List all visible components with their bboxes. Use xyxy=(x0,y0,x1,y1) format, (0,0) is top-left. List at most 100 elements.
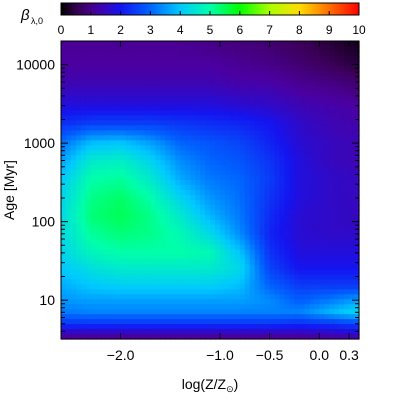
heatmap-cell xyxy=(145,170,151,176)
heatmap-cell xyxy=(304,45,310,52)
heatmap-cell xyxy=(110,309,117,315)
x-tick-label: −2.0 xyxy=(107,347,135,363)
heatmap-cell xyxy=(135,145,142,151)
heatmap-cell xyxy=(120,309,127,315)
heatmap-cell xyxy=(319,190,325,196)
heatmap-cell xyxy=(224,234,231,241)
heatmap-cell xyxy=(274,115,281,122)
heatmap-cell xyxy=(259,319,266,325)
heatmap-cell xyxy=(140,264,147,271)
heatmap-cell xyxy=(90,319,97,325)
heatmap-cell xyxy=(339,199,345,206)
heatmap-cell xyxy=(75,140,82,146)
heatmap-cell xyxy=(200,229,206,236)
heatmap-cell xyxy=(135,135,142,141)
heatmap-cell xyxy=(309,319,315,325)
heatmap-cell xyxy=(125,110,132,117)
heatmap-cell xyxy=(195,299,201,305)
heatmap-cell xyxy=(299,125,305,131)
heatmap-cell xyxy=(115,165,122,171)
heatmap-cell xyxy=(344,239,350,246)
heatmap-cell xyxy=(314,269,320,276)
heatmap-cell xyxy=(185,90,191,97)
heatmap-cell xyxy=(274,150,281,156)
heatmap-cell xyxy=(314,244,320,251)
heatmap-cell xyxy=(249,110,256,117)
heatmap-cell xyxy=(279,175,286,181)
heatmap-cell xyxy=(264,219,271,226)
heatmap-cell xyxy=(150,60,156,67)
heatmap-cell xyxy=(239,219,246,226)
heatmap-cell xyxy=(210,234,216,241)
heatmap-cell xyxy=(80,324,87,330)
heatmap-cell xyxy=(95,80,102,87)
heatmap-cell xyxy=(61,105,67,112)
heatmap-cell xyxy=(224,324,231,330)
heatmap-cell xyxy=(190,224,196,231)
heatmap-cell xyxy=(224,45,231,52)
heatmap-cell xyxy=(70,120,77,127)
heatmap-cell xyxy=(65,120,72,127)
heatmap-cell xyxy=(210,185,216,191)
heatmap-cell xyxy=(150,41,156,47)
heatmap-cell xyxy=(125,219,132,226)
heatmap-cell xyxy=(160,85,166,92)
heatmap-cell xyxy=(229,289,236,295)
heatmap-cell xyxy=(195,319,201,325)
heatmap-cell xyxy=(339,294,345,300)
heatmap-cell xyxy=(354,95,360,102)
heatmap-cell xyxy=(289,145,296,151)
heatmap-cell xyxy=(195,229,201,236)
heatmap-cell xyxy=(210,165,216,171)
heatmap-cell xyxy=(130,65,137,72)
heatmap-cell xyxy=(349,80,355,87)
heatmap-cell xyxy=(314,214,320,221)
heatmap-cell xyxy=(274,329,281,335)
heatmap-cell xyxy=(244,279,251,285)
heatmap-cell xyxy=(339,314,345,320)
heatmap-cell xyxy=(309,50,315,57)
heatmap-cell xyxy=(284,155,291,161)
heatmap-cell xyxy=(180,309,186,315)
heatmap-cell xyxy=(294,185,300,191)
heatmap-cell xyxy=(269,314,276,320)
heatmap-cell xyxy=(239,185,246,191)
heatmap-cell xyxy=(95,214,102,221)
heatmap-cell xyxy=(65,175,72,181)
heatmap-cell xyxy=(344,110,350,117)
heatmap-cell xyxy=(180,204,186,211)
heatmap-cell xyxy=(304,65,310,72)
heatmap-cell xyxy=(309,269,315,276)
heatmap-cell xyxy=(160,309,166,315)
heatmap-cell xyxy=(284,55,291,62)
heatmap-cell xyxy=(214,294,221,300)
x-axis-ticks: −2.0 −1.0 −0.5 0.0 0.3 xyxy=(107,41,359,363)
heatmap-cell xyxy=(309,150,315,156)
heatmap-cell xyxy=(105,264,112,271)
heatmap-cell xyxy=(85,309,92,315)
heatmap-cell xyxy=(339,95,345,102)
heatmap-cell xyxy=(244,319,251,325)
heatmap-cell xyxy=(314,304,320,310)
heatmap-cell xyxy=(100,105,107,112)
heatmap-cell xyxy=(259,254,266,261)
heatmap-cell xyxy=(284,259,291,266)
heatmap-cell xyxy=(264,155,271,161)
heatmap-cell xyxy=(95,304,102,310)
heatmap-cell xyxy=(269,80,276,87)
heatmap-cell xyxy=(354,224,360,231)
heatmap-cell xyxy=(269,41,276,47)
heatmap-cell xyxy=(334,294,340,300)
heatmap-cell xyxy=(125,120,132,127)
heatmap-cell xyxy=(135,100,142,107)
heatmap-cell xyxy=(339,110,345,117)
heatmap-cell xyxy=(309,274,315,280)
heatmap-cell xyxy=(234,239,241,246)
heatmap-cell xyxy=(210,65,216,72)
heatmap-cell xyxy=(254,41,261,47)
heatmap-cell xyxy=(279,214,286,221)
heatmap-cell xyxy=(125,80,132,87)
heatmap-cell xyxy=(80,140,87,146)
heatmap-cell xyxy=(274,120,281,127)
heatmap-cell xyxy=(239,259,246,266)
